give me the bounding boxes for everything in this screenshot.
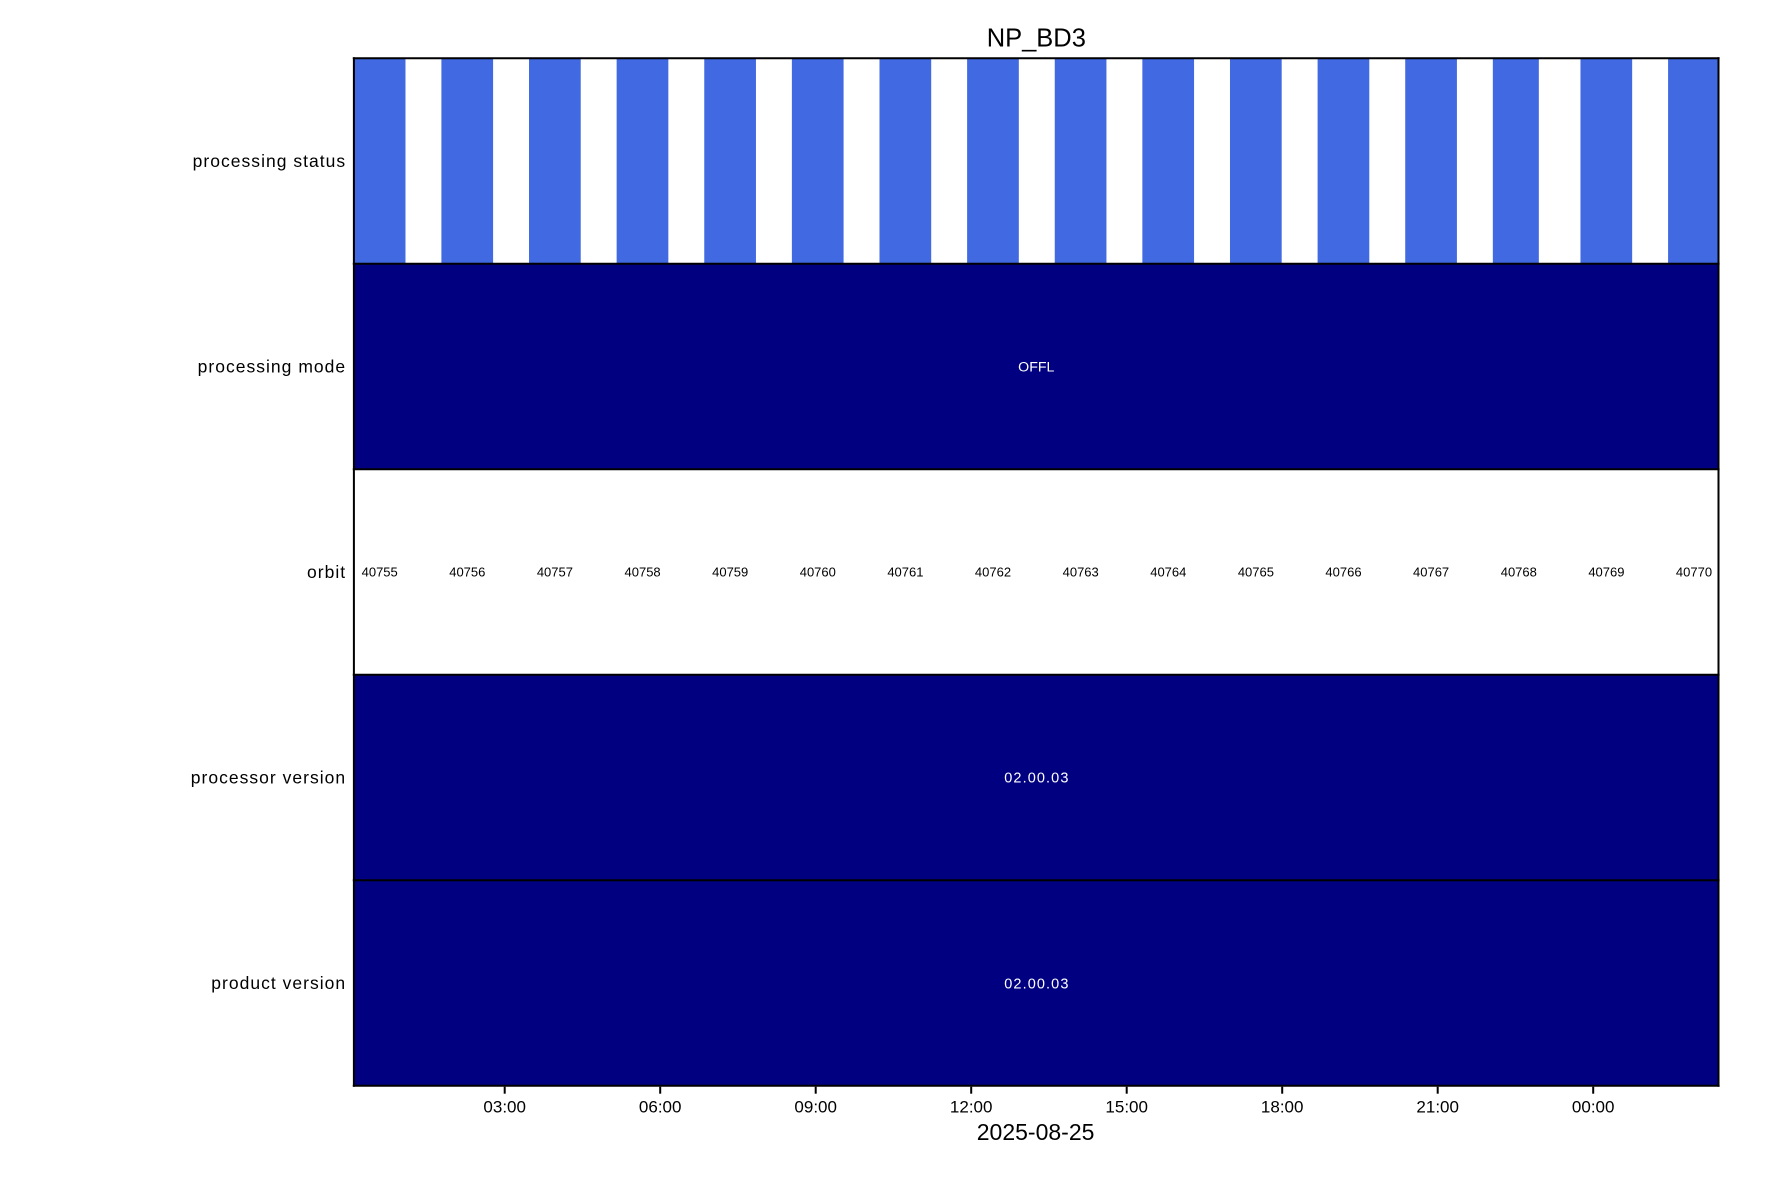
svg-text:40769: 40769 bbox=[1588, 564, 1624, 579]
svg-text:processing mode: processing mode bbox=[198, 357, 347, 377]
svg-text:40756: 40756 bbox=[449, 564, 485, 579]
svg-text:40761: 40761 bbox=[887, 564, 923, 579]
svg-text:40767: 40767 bbox=[1413, 564, 1449, 579]
svg-text:40762: 40762 bbox=[975, 564, 1011, 579]
svg-text:18:00: 18:00 bbox=[1261, 1097, 1304, 1116]
svg-text:06:00: 06:00 bbox=[639, 1097, 682, 1116]
svg-text:40760: 40760 bbox=[800, 564, 836, 579]
svg-text:02.00.03: 02.00.03 bbox=[1004, 771, 1069, 787]
svg-text:40757: 40757 bbox=[537, 564, 573, 579]
svg-text:processor version: processor version bbox=[191, 768, 346, 788]
svg-text:NP_BD3: NP_BD3 bbox=[987, 24, 1086, 52]
svg-text:40758: 40758 bbox=[625, 564, 661, 579]
svg-text:40764: 40764 bbox=[1150, 564, 1186, 579]
svg-text:02.00.03: 02.00.03 bbox=[1004, 976, 1069, 992]
svg-text:03:00: 03:00 bbox=[483, 1097, 526, 1116]
svg-text:40759: 40759 bbox=[712, 564, 748, 579]
svg-text:40770: 40770 bbox=[1676, 564, 1712, 579]
svg-text:40765: 40765 bbox=[1238, 564, 1274, 579]
svg-text:40768: 40768 bbox=[1501, 564, 1537, 579]
svg-text:40766: 40766 bbox=[1325, 564, 1361, 579]
svg-text:processing status: processing status bbox=[193, 151, 347, 171]
svg-text:orbit: orbit bbox=[307, 562, 346, 582]
svg-text:product version: product version bbox=[211, 973, 346, 993]
svg-text:40763: 40763 bbox=[1063, 564, 1099, 579]
svg-text:2025-08-25: 2025-08-25 bbox=[977, 1119, 1095, 1145]
svg-text:09:00: 09:00 bbox=[794, 1097, 837, 1116]
svg-text:OFFL: OFFL bbox=[1018, 360, 1054, 376]
svg-text:40755: 40755 bbox=[362, 564, 398, 579]
svg-text:21:00: 21:00 bbox=[1416, 1097, 1459, 1116]
svg-text:15:00: 15:00 bbox=[1105, 1097, 1148, 1116]
svg-text:00:00: 00:00 bbox=[1572, 1097, 1615, 1116]
svg-text:12:00: 12:00 bbox=[950, 1097, 993, 1116]
